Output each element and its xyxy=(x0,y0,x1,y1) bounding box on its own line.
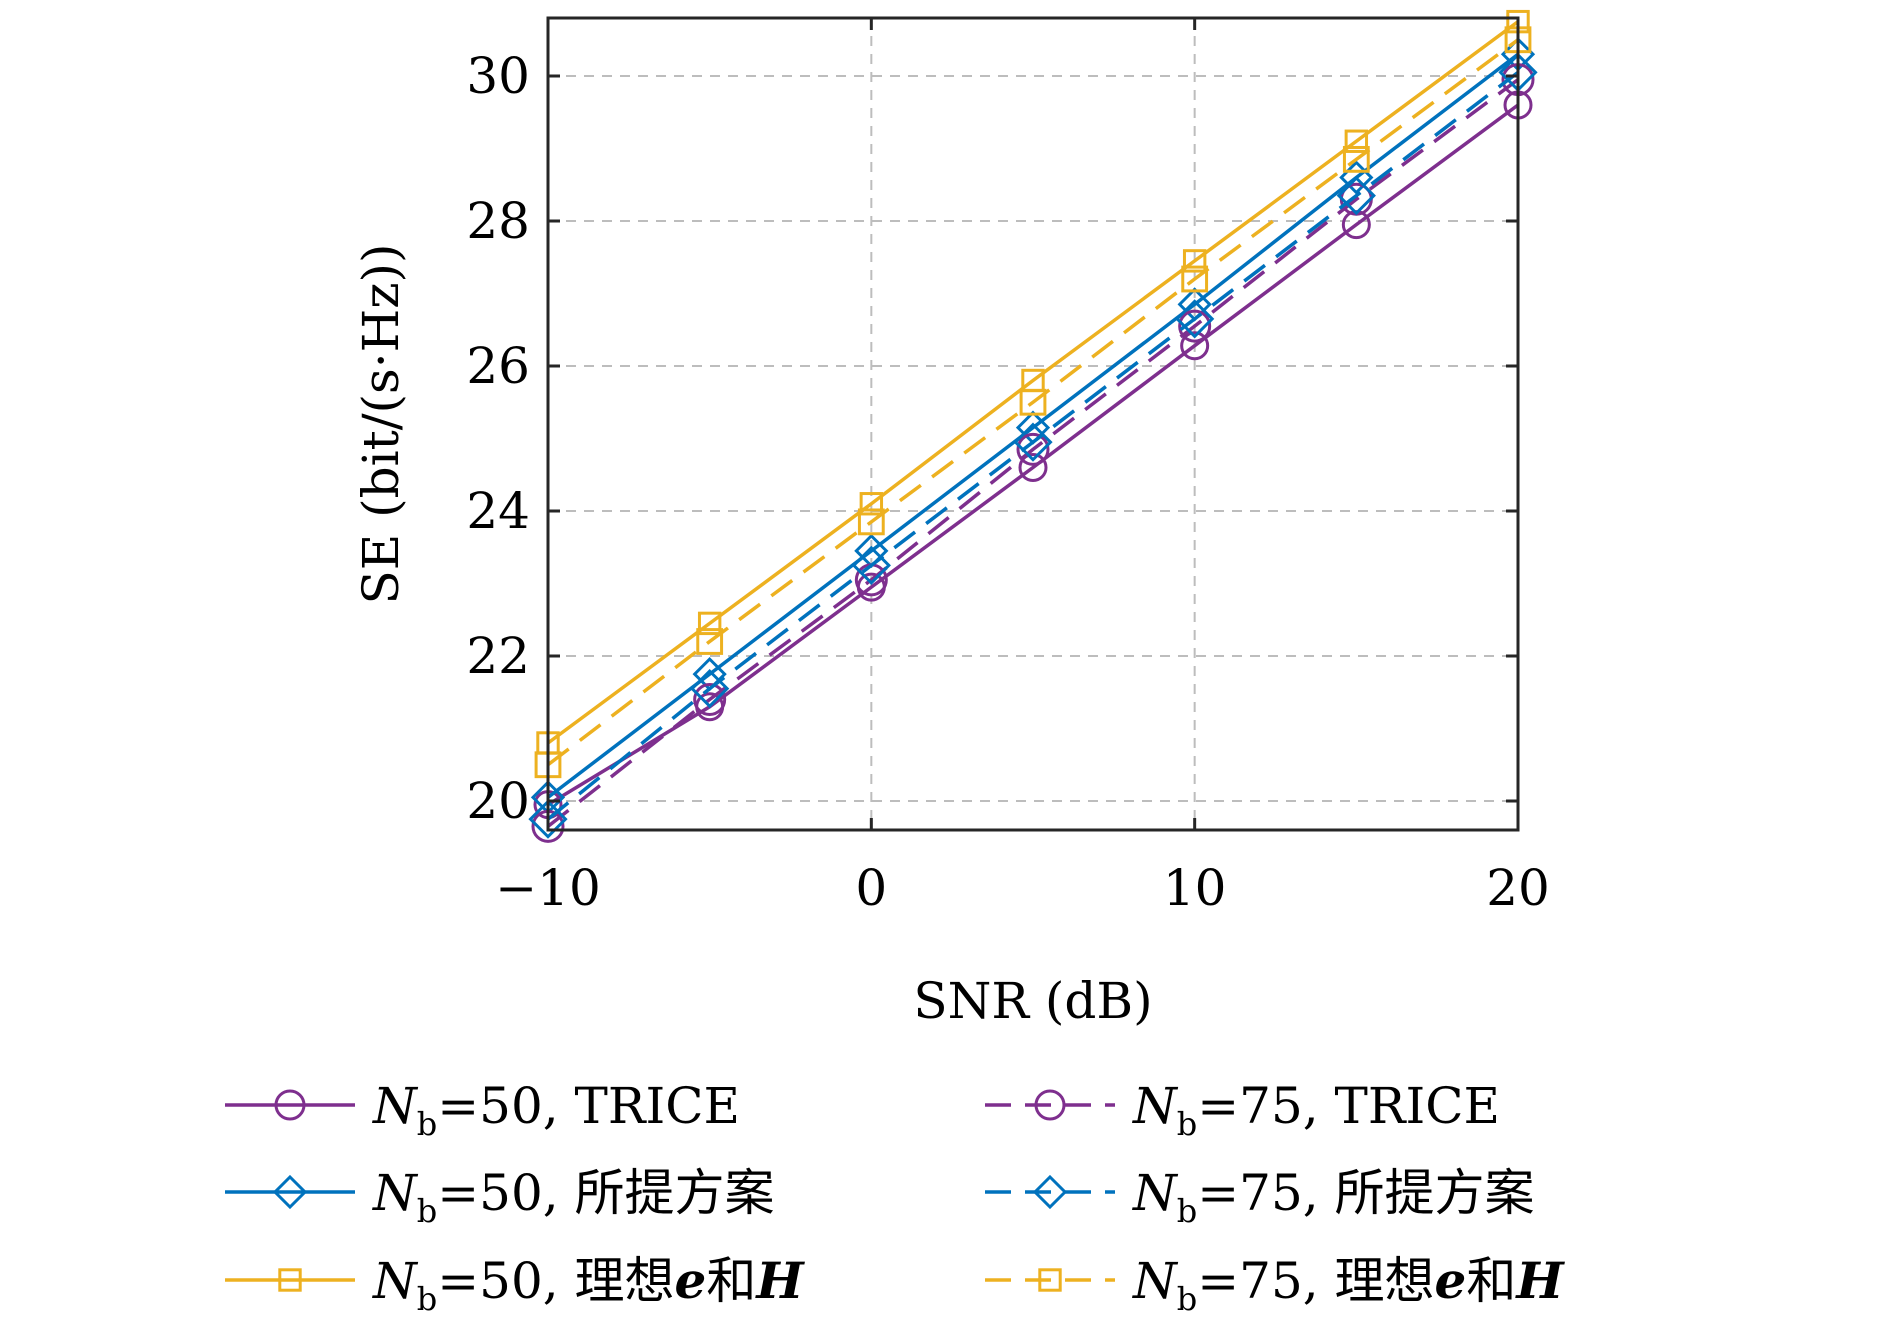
y-tick-label: 26 xyxy=(466,337,530,395)
legend-label: Nb=75, 所提方案 xyxy=(1132,1164,1535,1230)
series-group xyxy=(534,26,1532,779)
data-point-marker xyxy=(1182,249,1207,273)
data-point-marker xyxy=(1342,145,1370,173)
legend-item: Nb=75, TRICE xyxy=(985,1077,1500,1143)
series-line xyxy=(546,70,1520,821)
grid-lines xyxy=(548,18,1518,830)
legend-item: Nb=75, 所提方案 xyxy=(985,1164,1535,1230)
series-line xyxy=(546,38,1520,767)
data-point-marker xyxy=(1013,422,1053,462)
y-tick-label: 28 xyxy=(466,192,530,250)
legend-marker xyxy=(1032,1174,1068,1210)
legend: Nb=50, TRICE Nb=50, 所提方案 Nb=50, 理想e和H Nb=75… xyxy=(225,1077,1565,1318)
x-tick-label: −10 xyxy=(495,859,601,917)
data-point-marker xyxy=(1181,265,1209,293)
data-point-marker xyxy=(528,799,568,839)
data-point-marker xyxy=(696,628,724,655)
legend-marker xyxy=(1038,1268,1062,1292)
data-point-marker xyxy=(1016,432,1050,466)
y-axis-title: SE (bit/(s·Hz)) xyxy=(352,243,410,604)
x-axis-title: SNR (dB) xyxy=(913,972,1152,1030)
data-point-marker xyxy=(1019,388,1047,416)
legend-marker xyxy=(274,1089,306,1121)
data-point-marker xyxy=(697,611,722,636)
legend-item: Nb=50, TRICE xyxy=(225,1077,740,1143)
legend-label: Nb=75, 理想e和H xyxy=(1132,1251,1565,1318)
series-line xyxy=(546,20,1520,745)
legend-label: Nb=75, TRICE xyxy=(1132,1077,1500,1143)
y-tick-label: 20 xyxy=(466,772,530,830)
legend-marker xyxy=(1034,1089,1066,1121)
data-point-marker xyxy=(690,669,730,709)
legend-item: Nb=75, 理想e和H xyxy=(985,1251,1565,1318)
y-tick-label: 22 xyxy=(466,627,530,685)
series-group xyxy=(528,52,1538,839)
series-line xyxy=(546,78,1520,828)
data-point-marker xyxy=(693,683,727,716)
legend-label: Nb=50, 所提方案 xyxy=(372,1164,775,1230)
legend-item: Nb=50, 所提方案 xyxy=(225,1164,775,1230)
y-tick-label: 24 xyxy=(466,482,530,540)
axis-ticks: −10 0 10 20 20 22 24 26 28 30 xyxy=(466,18,1550,917)
plot-frame xyxy=(546,16,1520,832)
data-point-marker xyxy=(1178,309,1212,343)
legend-marker xyxy=(278,1268,302,1292)
data-point-marker xyxy=(1336,176,1376,216)
series-group xyxy=(536,9,1530,755)
data-point-marker xyxy=(1175,299,1215,339)
data-point-marker xyxy=(851,545,891,585)
series-layer xyxy=(528,9,1538,843)
data-point-marker xyxy=(1344,129,1369,153)
x-tick-label: 20 xyxy=(1486,859,1550,917)
legend-marker xyxy=(272,1174,308,1210)
x-tick-label: 10 xyxy=(1163,859,1227,917)
legend-label: Nb=50, 理想e和H xyxy=(372,1251,805,1318)
legend-label: Nb=50, TRICE xyxy=(372,1077,740,1143)
data-point-marker xyxy=(859,492,884,516)
data-point-marker xyxy=(857,508,885,536)
data-point-marker xyxy=(1180,331,1210,361)
data-point-marker xyxy=(1018,453,1048,482)
legend-item: Nb=50, 理想e和H xyxy=(225,1251,805,1318)
x-tick-label: 0 xyxy=(855,859,887,917)
y-tick-label: 30 xyxy=(466,47,530,105)
